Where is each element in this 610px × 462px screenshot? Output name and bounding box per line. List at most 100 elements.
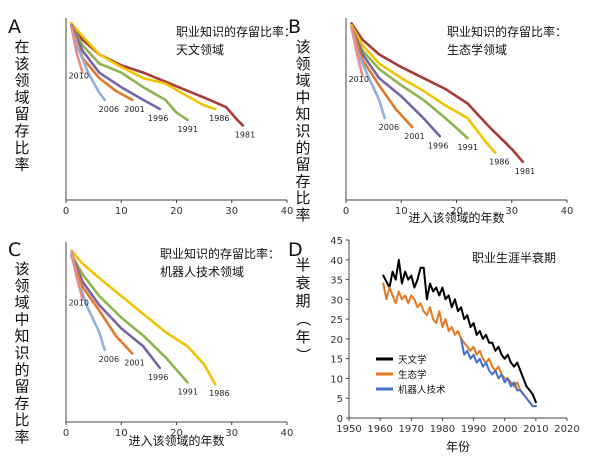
y-axis-label-char: 的	[295, 139, 310, 157]
y-axis-label-char: 率	[14, 428, 29, 446]
x-tick-label: 40	[281, 206, 294, 217]
series-end-label: 1991	[178, 125, 198, 134]
legend-label: 机器人技术	[398, 384, 446, 396]
chart-title: 职业知识的存留比率：	[176, 24, 296, 39]
x-tick-label: 0	[63, 428, 69, 439]
series-line-1996	[350, 25, 442, 138]
y-axis-label-char: 该	[295, 38, 310, 56]
series-end-label: 2001	[124, 359, 144, 368]
x-tick-label: 1950	[336, 424, 361, 435]
series-line-1986	[350, 23, 497, 154]
panel-label: C	[8, 239, 21, 261]
chart-subtitle: 天文领域	[176, 42, 224, 57]
series-end-label: 1996	[148, 114, 168, 123]
series-line-1991	[70, 23, 189, 122]
legend-label: 生态学	[398, 369, 427, 381]
y-tick-label: 30	[330, 295, 343, 306]
series-end-label: 1986	[209, 389, 229, 398]
y-axis-label-char: 比	[295, 189, 310, 207]
y-tick-label: 40	[330, 256, 343, 267]
y-axis-label-char: 存	[14, 394, 29, 412]
y-axis-label-char: 识	[295, 122, 310, 140]
y-axis-label-char: 在	[14, 38, 29, 56]
series-line-天文学	[382, 258, 537, 404]
chart-title: 职业生涯半衰期	[472, 250, 556, 265]
y-tick-label: 35	[330, 276, 343, 287]
panel-label: B	[288, 16, 301, 38]
y-axis-label-char: 的	[14, 361, 29, 379]
x-tick-label: 2010	[523, 424, 548, 435]
series-end-label: 2006	[99, 355, 119, 364]
y-tick-label: 0	[337, 414, 343, 425]
y-axis-label-char: 比	[14, 139, 29, 157]
series-end-label: 1996	[148, 373, 168, 382]
y-axis-label-char: ）	[294, 347, 312, 362]
y-axis-label-char: 存	[295, 172, 310, 190]
series-line-2001	[70, 255, 134, 355]
y-axis-label-char: 率	[295, 206, 310, 224]
y-tick-label: 10	[330, 374, 343, 385]
series-end-label: 1996	[428, 141, 448, 150]
series-end-label: 2010	[349, 75, 369, 84]
series-line-生态学	[382, 282, 537, 408]
legend-label: 天文学	[398, 354, 427, 366]
x-axis-label: 进入该领域的年数	[408, 210, 504, 225]
x-tick-label: 20	[170, 428, 183, 439]
y-axis-label-char: 领	[14, 277, 29, 295]
series-end-label: 1986	[489, 158, 509, 167]
y-axis-label-char: 域	[14, 88, 29, 106]
y-axis-label-char: 留	[14, 378, 29, 396]
x-tick-label: 30	[225, 428, 238, 439]
panel-label: A	[8, 16, 21, 38]
y-axis-label-char: 衰	[295, 274, 310, 292]
y-axis-label-char: 留	[14, 105, 29, 123]
x-axis-label: 进入该领域的年数	[128, 433, 224, 448]
series-end-label: 1981	[515, 167, 535, 176]
x-tick-label: 10	[395, 206, 408, 217]
x-tick-label: 1970	[399, 424, 424, 435]
series-line-1991	[350, 25, 469, 140]
y-axis-label-char: 留	[295, 156, 310, 174]
series-end-label: 1981	[235, 130, 255, 139]
x-tick-label: 20	[450, 206, 463, 217]
y-axis-label-char: 年	[295, 328, 310, 346]
x-tick-label: 40	[281, 428, 294, 439]
y-tick-label: 15	[330, 355, 343, 366]
x-tick-label: 0	[343, 206, 349, 217]
y-axis-label-char: 期	[295, 292, 310, 310]
y-axis-label-char: 领	[295, 55, 310, 73]
series-end-label: 2006	[99, 105, 119, 114]
x-tick-label: 20	[170, 206, 183, 217]
y-axis-label-char: 中	[295, 88, 310, 106]
chart-subtitle: 生态学领域	[447, 42, 507, 57]
y-tick-label: 45	[330, 236, 343, 247]
series-line-2010	[70, 25, 84, 74]
series-line-2010	[70, 249, 84, 301]
y-axis-label-char: 知	[295, 105, 310, 123]
series-end-label: 2010	[69, 72, 89, 81]
y-axis-label-char: 中	[14, 310, 29, 328]
x-tick-label: 1960	[367, 424, 392, 435]
y-axis-label-char: 率	[14, 156, 29, 174]
y-axis-label-char: 该	[14, 260, 29, 278]
x-tick-label: 10	[115, 206, 128, 217]
series-line-2010	[350, 25, 364, 78]
y-tick-label: 5	[337, 394, 343, 405]
series-line-1996	[70, 23, 162, 111]
x-tick-label: 2000	[492, 424, 517, 435]
series-line-1981	[350, 22, 525, 164]
series-end-label: 1986	[209, 114, 229, 123]
y-axis-label-char: 该	[14, 55, 29, 73]
y-axis-label-char: 域	[14, 294, 29, 312]
series-line-1996	[70, 253, 162, 370]
series-line-1986	[70, 249, 217, 386]
y-axis-label-char: （	[294, 311, 312, 326]
series-end-label: 1991	[458, 143, 478, 152]
series-line-2001	[350, 25, 414, 129]
series-end-label: 2006	[379, 123, 399, 132]
y-tick-label: 25	[330, 315, 343, 326]
series-end-label: 2001	[124, 105, 144, 114]
y-axis-label-char: 半	[295, 256, 310, 274]
y-axis-label-char: 比	[14, 411, 29, 429]
